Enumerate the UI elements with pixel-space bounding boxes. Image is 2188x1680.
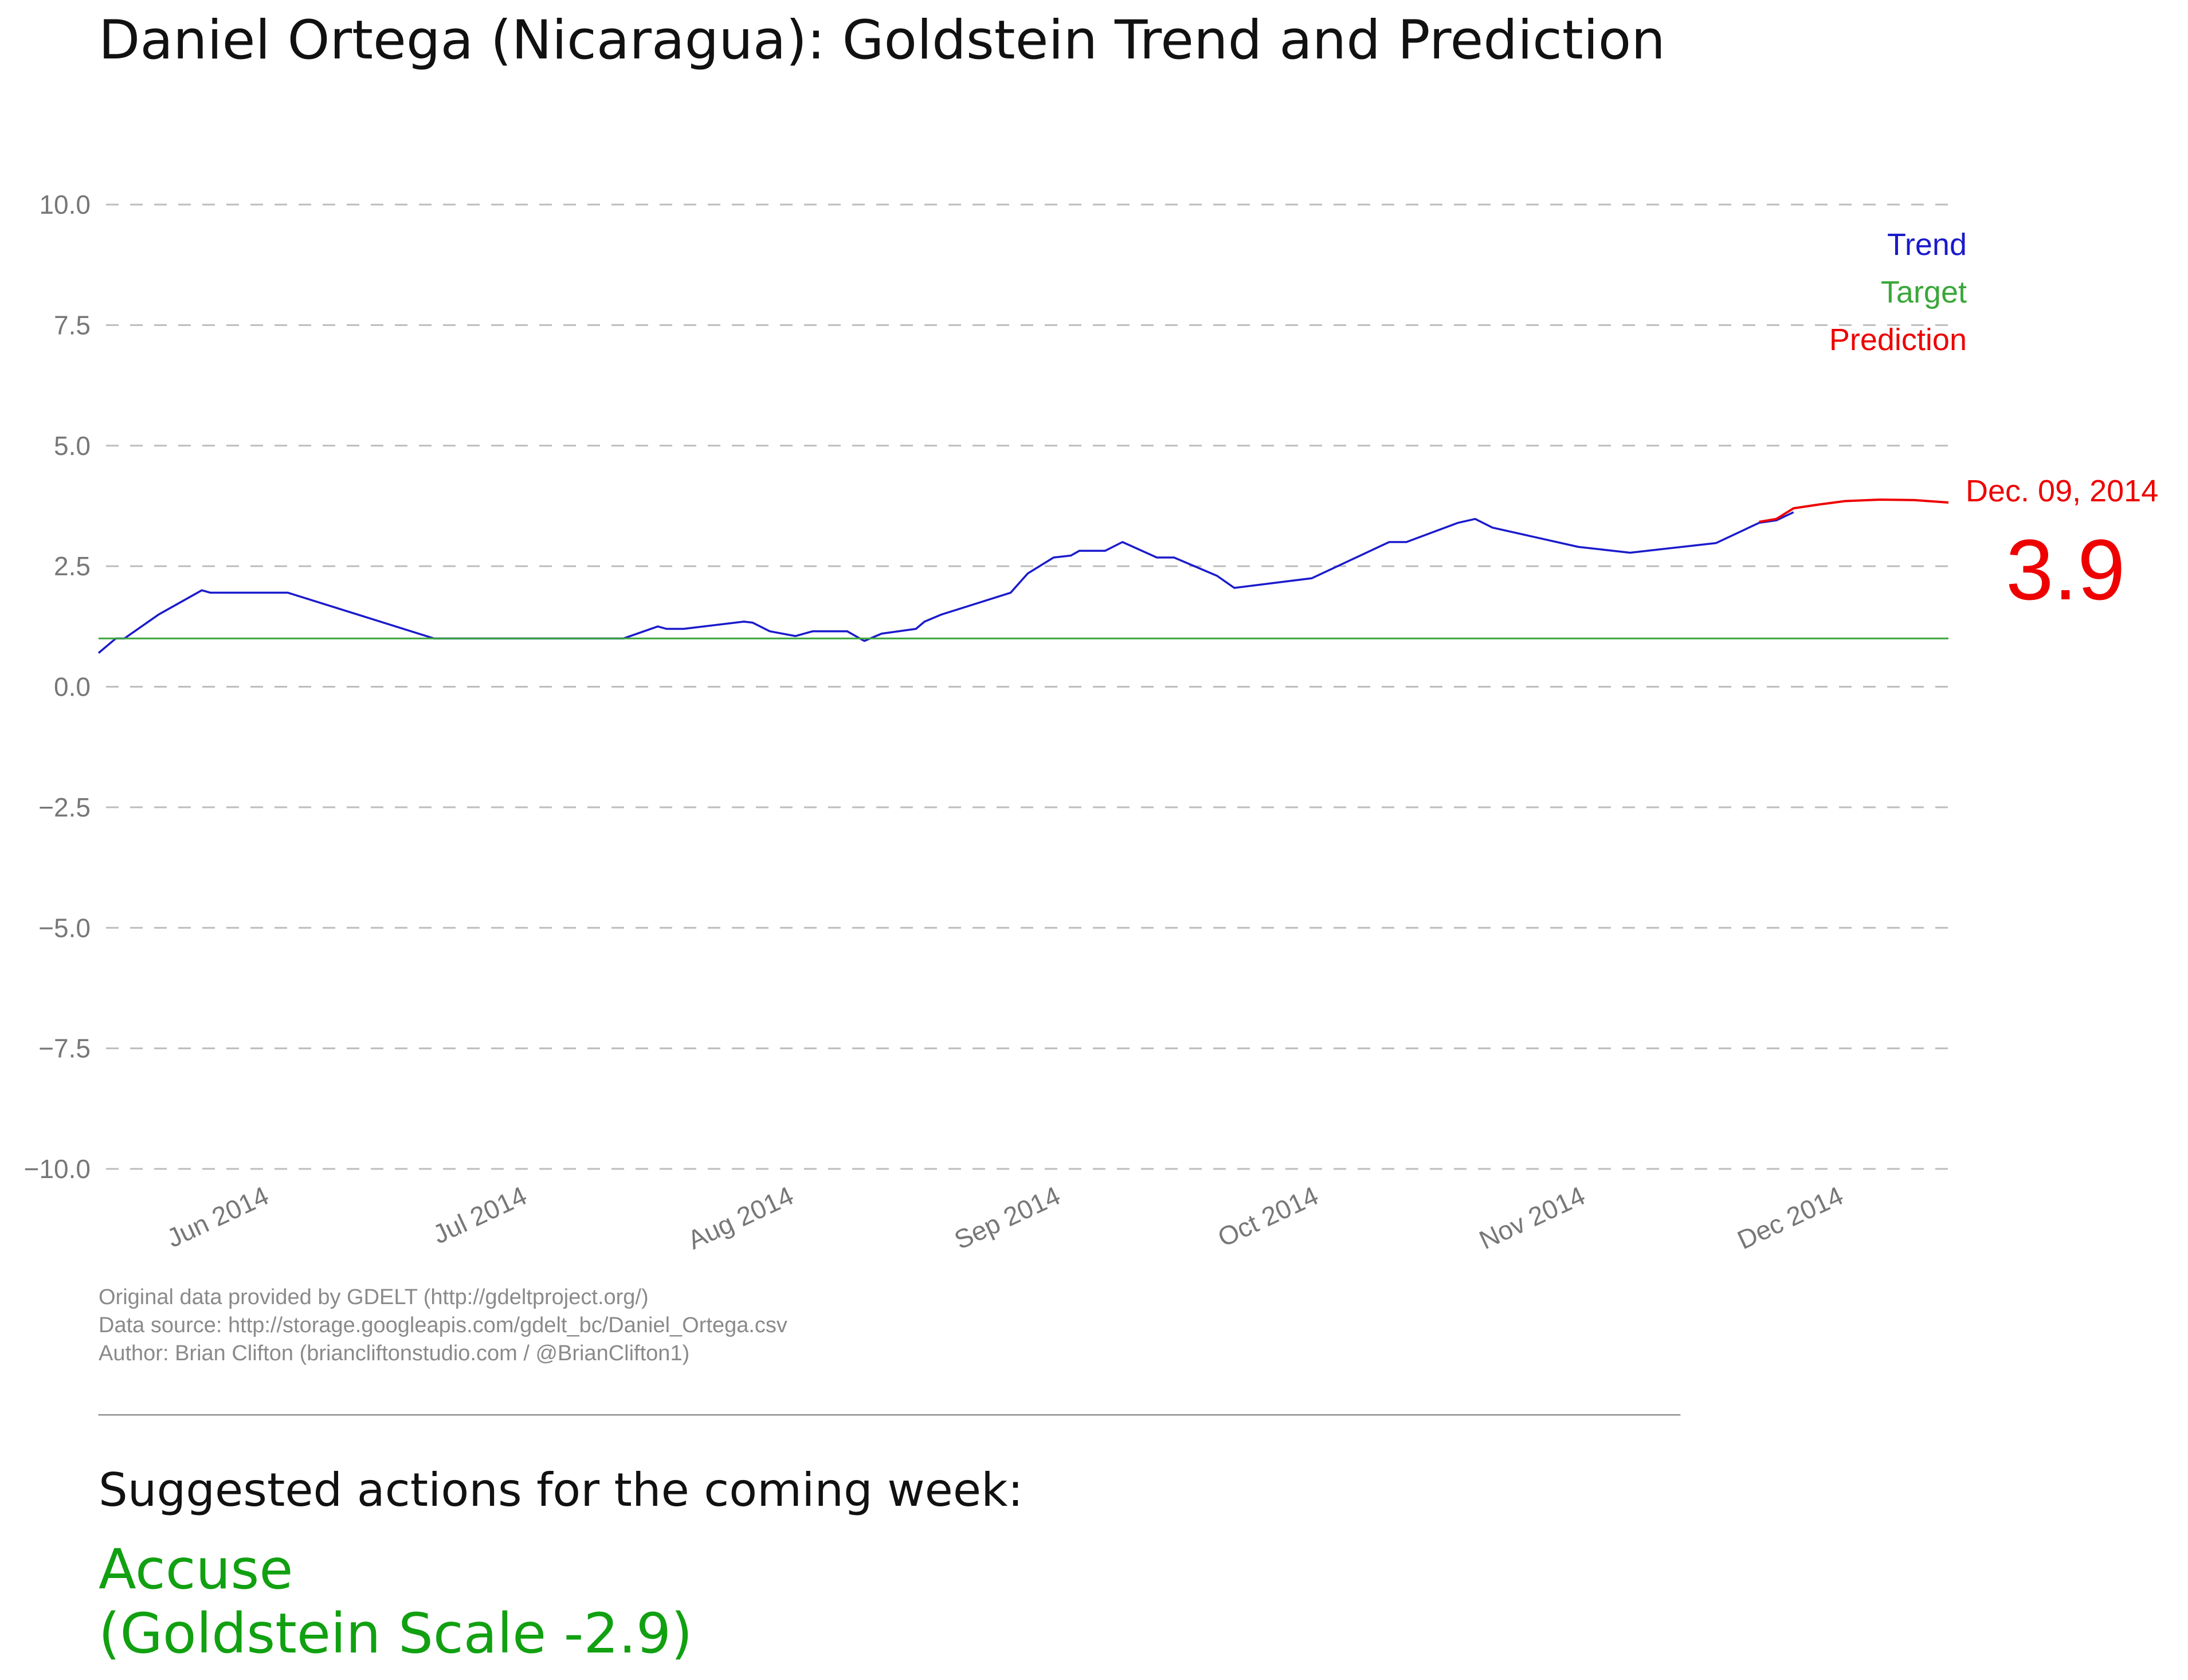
x-tick-label: Jul 2014 [428, 1180, 531, 1250]
chart-title: Daniel Ortega (Nicaragua): Goldstein Tre… [99, 9, 1665, 72]
y-tick-label: −7.5 [38, 1034, 91, 1063]
y-axis-ticks: −10.0 −7.5 −5.0 −2.5 0.0 2.5 5.0 7.5 10.0 [24, 190, 91, 1184]
y-tick-label: −2.5 [38, 792, 91, 822]
grid [106, 203, 1951, 1170]
action-goldstein-scale: (Goldstein Scale -2.9) [99, 1602, 693, 1666]
x-tick-label: Sep 2014 [950, 1180, 1064, 1255]
prediction-line [1759, 498, 1949, 523]
prediction-date-label: Dec. 09, 2014 [1966, 474, 2158, 508]
x-tick-label: Jun 2014 [162, 1180, 273, 1253]
x-tick-label: Aug 2014 [683, 1180, 798, 1255]
footer-separator: ________________________________________… [98, 1392, 1681, 1416]
x-tick-label: Nov 2014 [1475, 1180, 1589, 1255]
y-tick-label: 10.0 [39, 190, 91, 219]
trend-line [97, 511, 1794, 654]
x-axis-ticks: Jun 2014 Jul 2014 Aug 2014 Sep 2014 Oct 2014… [162, 1180, 1848, 1255]
prediction-value-label: 3.9 [2006, 521, 2126, 618]
legend-item-trend: Trend [1887, 227, 1967, 262]
legend-item-prediction: Prediction [1829, 323, 1967, 357]
y-tick-label: 5.0 [54, 431, 91, 461]
legend: Trend Target Prediction [1829, 227, 1967, 357]
y-tick-label: 0.0 [54, 672, 91, 702]
footer: Original data provided by GDELT (http://… [98, 1285, 1681, 1416]
series-lines [97, 498, 1949, 654]
footer-source-line: Data source: http://storage.googleapis.c… [99, 1313, 787, 1337]
legend-item-target: Target [1881, 275, 1967, 309]
y-tick-label: 7.5 [54, 310, 91, 340]
y-tick-label: −5.0 [38, 913, 91, 943]
suggested-actions: Suggested actions for the coming week: A… [99, 1463, 1023, 1666]
y-tick-label: 2.5 [54, 551, 91, 581]
action-name: Accuse [99, 1537, 293, 1602]
x-tick-label: Dec 2014 [1733, 1180, 1848, 1255]
x-tick-label: Oct 2014 [1213, 1180, 1323, 1253]
y-tick-label: −10.0 [24, 1154, 91, 1184]
footer-author-line: Author: Brian Clifton (briancliftonstudi… [99, 1341, 689, 1365]
actions-heading: Suggested actions for the coming week: [99, 1463, 1023, 1517]
footer-credit-line: Original data provided by GDELT (http://… [99, 1285, 649, 1309]
